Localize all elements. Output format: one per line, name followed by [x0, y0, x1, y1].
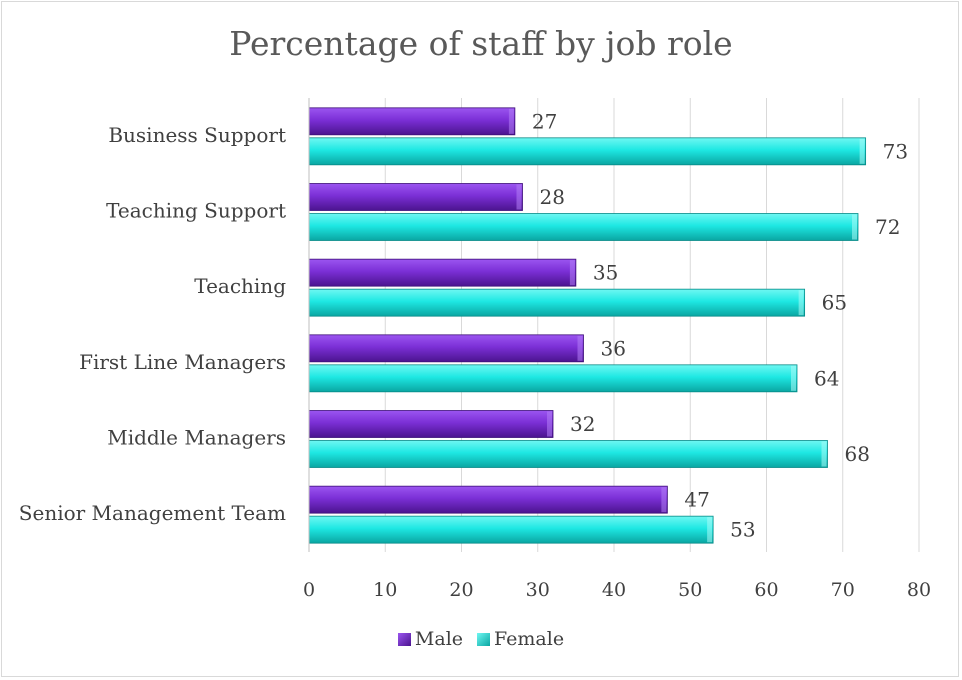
x-tick-label: 30 — [526, 579, 550, 601]
bar-bevel — [798, 290, 804, 316]
y-tick-label: First Line Managers — [79, 350, 286, 374]
bar-female — [308, 288, 806, 317]
bar-bevel — [547, 411, 552, 437]
chart-legend: Male Female — [0, 628, 962, 650]
data-label: 28 — [540, 185, 565, 209]
bar-male — [308, 107, 516, 136]
chart-title: Percentage of staff by job role — [229, 24, 733, 63]
data-label: 35 — [593, 261, 618, 285]
bar-bevel — [577, 335, 583, 361]
bar-female — [308, 213, 859, 241]
legend-item-female: Female — [477, 628, 564, 650]
bar-bevel — [661, 487, 667, 513]
y-tick-label: Teaching Support — [106, 199, 286, 223]
bar-bevel — [569, 260, 575, 286]
bar-bevel — [516, 184, 522, 210]
bar-male — [308, 183, 523, 211]
legend-label-male: Male — [414, 628, 464, 650]
y-tick-label: Senior Management Team — [19, 501, 286, 525]
data-label: 68 — [845, 442, 870, 466]
data-label: 47 — [684, 488, 709, 512]
legend-swatch-male — [397, 632, 411, 646]
data-label: 73 — [883, 139, 908, 163]
bar-female — [308, 364, 798, 393]
bar-male — [308, 258, 577, 287]
legend-item-male: Male — [397, 628, 464, 650]
bar-male — [308, 410, 554, 438]
bar-female — [308, 440, 828, 468]
bar-bevel — [821, 441, 827, 467]
data-label: 64 — [814, 366, 839, 390]
y-tick-label: Middle Managers — [107, 426, 286, 450]
bar-bevel — [508, 108, 514, 134]
y-tick-label: Business Support — [108, 123, 286, 147]
data-label: 72 — [875, 215, 900, 239]
bar-bevel — [707, 517, 713, 543]
bar-male — [308, 485, 668, 514]
data-label: 27 — [532, 109, 557, 133]
y-tick-label: Teaching — [194, 274, 286, 298]
bar-bevel — [852, 214, 857, 240]
x-tick-label: 20 — [449, 579, 473, 601]
bar-bevel — [791, 365, 796, 391]
bar-bevel — [859, 138, 865, 164]
x-tick-label: 50 — [678, 579, 702, 601]
x-tick-label: 10 — [373, 579, 397, 601]
x-tick-label: 60 — [754, 579, 778, 601]
data-label: 65 — [822, 291, 847, 315]
bar-male — [308, 334, 584, 363]
x-tick-label: 40 — [602, 579, 626, 601]
legend-label-female: Female — [494, 628, 565, 650]
data-label: 53 — [730, 518, 755, 542]
x-tick-label: 80 — [907, 579, 931, 601]
data-label: 32 — [570, 412, 595, 436]
legend-swatch-female — [477, 632, 491, 646]
bar-female — [308, 137, 867, 166]
data-label: 36 — [601, 336, 626, 360]
x-tick-label: 0 — [303, 579, 315, 601]
bar-female — [308, 515, 714, 544]
x-tick-label: 70 — [831, 579, 855, 601]
